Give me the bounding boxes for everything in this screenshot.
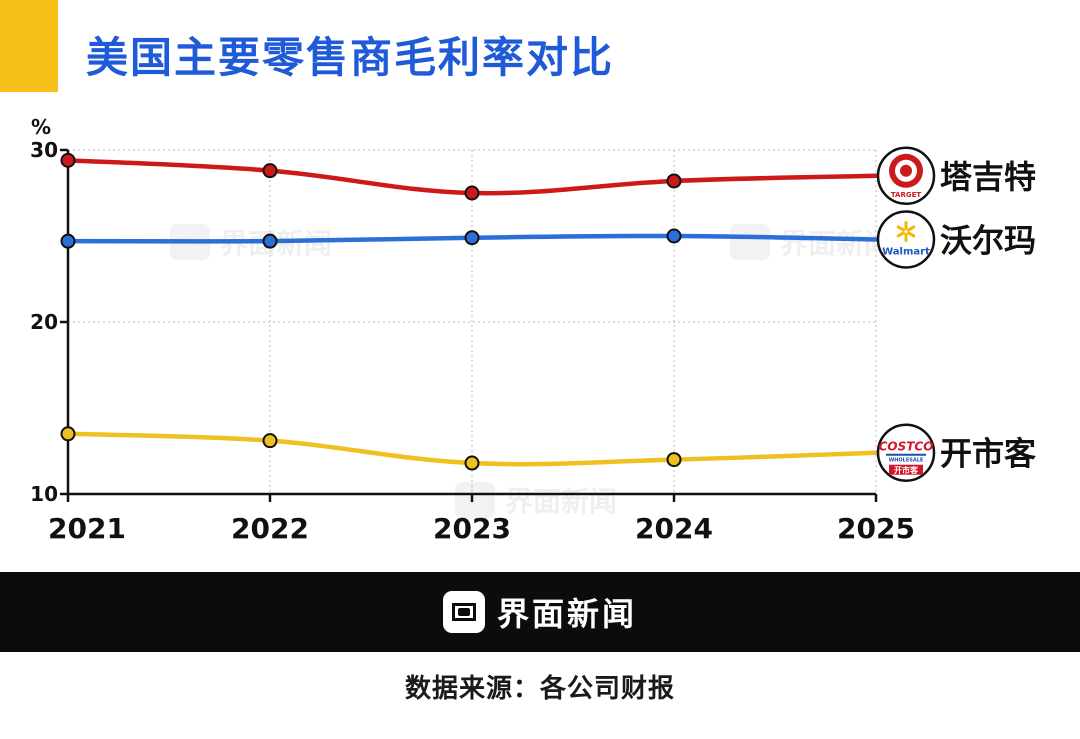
walmart-spark-ray — [896, 225, 905, 232]
data-point-target — [60, 152, 76, 168]
costco-logo-cn: 开市客 — [894, 465, 919, 475]
series-label-costco: 开市客 — [940, 435, 1036, 473]
walmart-logo-text: Walmart — [882, 246, 930, 257]
target-bullseye-center — [900, 164, 912, 177]
data-point-costco — [464, 455, 480, 471]
series-label-walmart: 沃尔玛 — [940, 221, 1036, 259]
data-point-walmart — [464, 230, 480, 246]
costco-cn-band — [889, 464, 923, 475]
walmart-spark-ray — [907, 225, 916, 232]
footer-band: 界面新闻 — [0, 572, 1080, 652]
y-tick-label: 20 — [30, 310, 58, 334]
data-point-target — [262, 163, 278, 179]
x-tick-label: 2023 — [433, 512, 511, 545]
watermark-text: 界面新闻 — [505, 485, 617, 518]
data-point-costco — [666, 452, 682, 468]
chart-title: 美国主要零售商毛利率对比 — [86, 33, 615, 82]
data-point-target — [464, 185, 480, 201]
data-point-walmart — [666, 228, 682, 244]
line-chart: 界面新闻界面新闻界面新闻102030%20212022202320242025T… — [30, 115, 1036, 545]
data-point-costco — [262, 433, 278, 449]
x-tick-label: 2025 — [837, 512, 915, 545]
walmart-spark-ray — [896, 231, 905, 238]
walmart-spark-ray — [907, 231, 916, 238]
x-tick-label: 2022 — [231, 512, 309, 545]
x-tick-label: 2021 — [48, 512, 126, 545]
y-unit-label: % — [31, 115, 51, 139]
watermark-icon — [730, 224, 770, 260]
jiemian-logo-icon — [442, 591, 485, 633]
data-point-target — [666, 173, 682, 189]
watermark-icon — [455, 482, 495, 518]
series-label-target: 塔吉特 — [940, 158, 1036, 196]
footer-brand: 界面新闻 — [496, 595, 637, 633]
y-tick-label: 30 — [30, 138, 58, 162]
watermark-text: 界面新闻 — [780, 227, 892, 260]
data-source: 数据来源：各公司财报 — [404, 674, 675, 704]
costco-logo-subtext: WHOLESALE — [889, 458, 924, 464]
x-tick-label: 2024 — [635, 512, 713, 545]
data-point-costco — [60, 426, 76, 442]
title-accent-bar — [0, 0, 58, 92]
data-point-walmart — [60, 233, 76, 249]
data-point-walmart — [262, 233, 278, 249]
costco-logo-text: COSTCO — [879, 440, 934, 454]
target-logo-text: TARGET — [891, 191, 922, 199]
y-tick-label: 10 — [30, 482, 58, 506]
